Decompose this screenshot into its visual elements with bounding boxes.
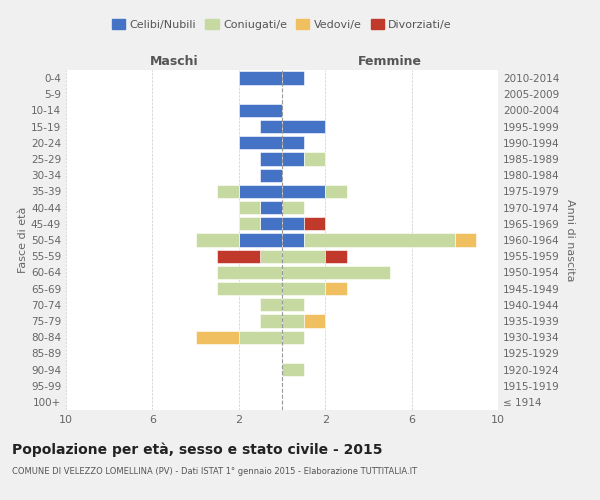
Bar [217,266,282,279]
Bar [282,298,304,312]
Bar [217,250,260,263]
Bar [217,282,282,295]
Bar [239,330,282,344]
Bar [196,234,239,246]
Bar [196,330,239,344]
Bar [239,201,260,214]
Bar [282,217,304,230]
Bar [304,234,455,246]
Bar [282,136,304,149]
Bar [239,185,282,198]
Bar [282,266,390,279]
Bar [282,120,325,134]
Bar [260,250,282,263]
Bar [282,152,304,166]
Bar [304,217,325,230]
Bar [282,330,304,344]
Bar [282,185,325,198]
Bar [282,234,304,246]
Y-axis label: Fasce di età: Fasce di età [18,207,28,273]
Bar [282,250,325,263]
Legend: Celibi/Nubili, Coniugati/e, Vedovi/e, Divorziati/e: Celibi/Nubili, Coniugati/e, Vedovi/e, Di… [107,14,457,34]
Bar [260,120,282,134]
Bar [282,363,304,376]
Bar [304,152,325,166]
Text: Femmine: Femmine [358,56,422,68]
Bar [239,72,282,85]
Bar [282,314,304,328]
Bar [217,185,239,198]
Bar [282,72,304,85]
Bar [239,234,282,246]
Text: COMUNE DI VELEZZO LOMELLINA (PV) - Dati ISTAT 1° gennaio 2015 - Elaborazione TUT: COMUNE DI VELEZZO LOMELLINA (PV) - Dati … [12,468,417,476]
Bar [325,250,347,263]
Bar [260,217,282,230]
Text: Maschi: Maschi [149,56,199,68]
Text: Popolazione per età, sesso e stato civile - 2015: Popolazione per età, sesso e stato civil… [12,442,383,457]
Bar [239,104,282,117]
Bar [455,234,476,246]
Bar [260,314,282,328]
Bar [282,282,325,295]
Bar [304,314,325,328]
Bar [325,185,347,198]
Bar [282,201,304,214]
Bar [260,168,282,182]
Bar [260,152,282,166]
Bar [260,201,282,214]
Bar [239,217,260,230]
Bar [239,136,282,149]
Y-axis label: Anni di nascita: Anni di nascita [565,198,575,281]
Bar [325,282,347,295]
Bar [260,298,282,312]
